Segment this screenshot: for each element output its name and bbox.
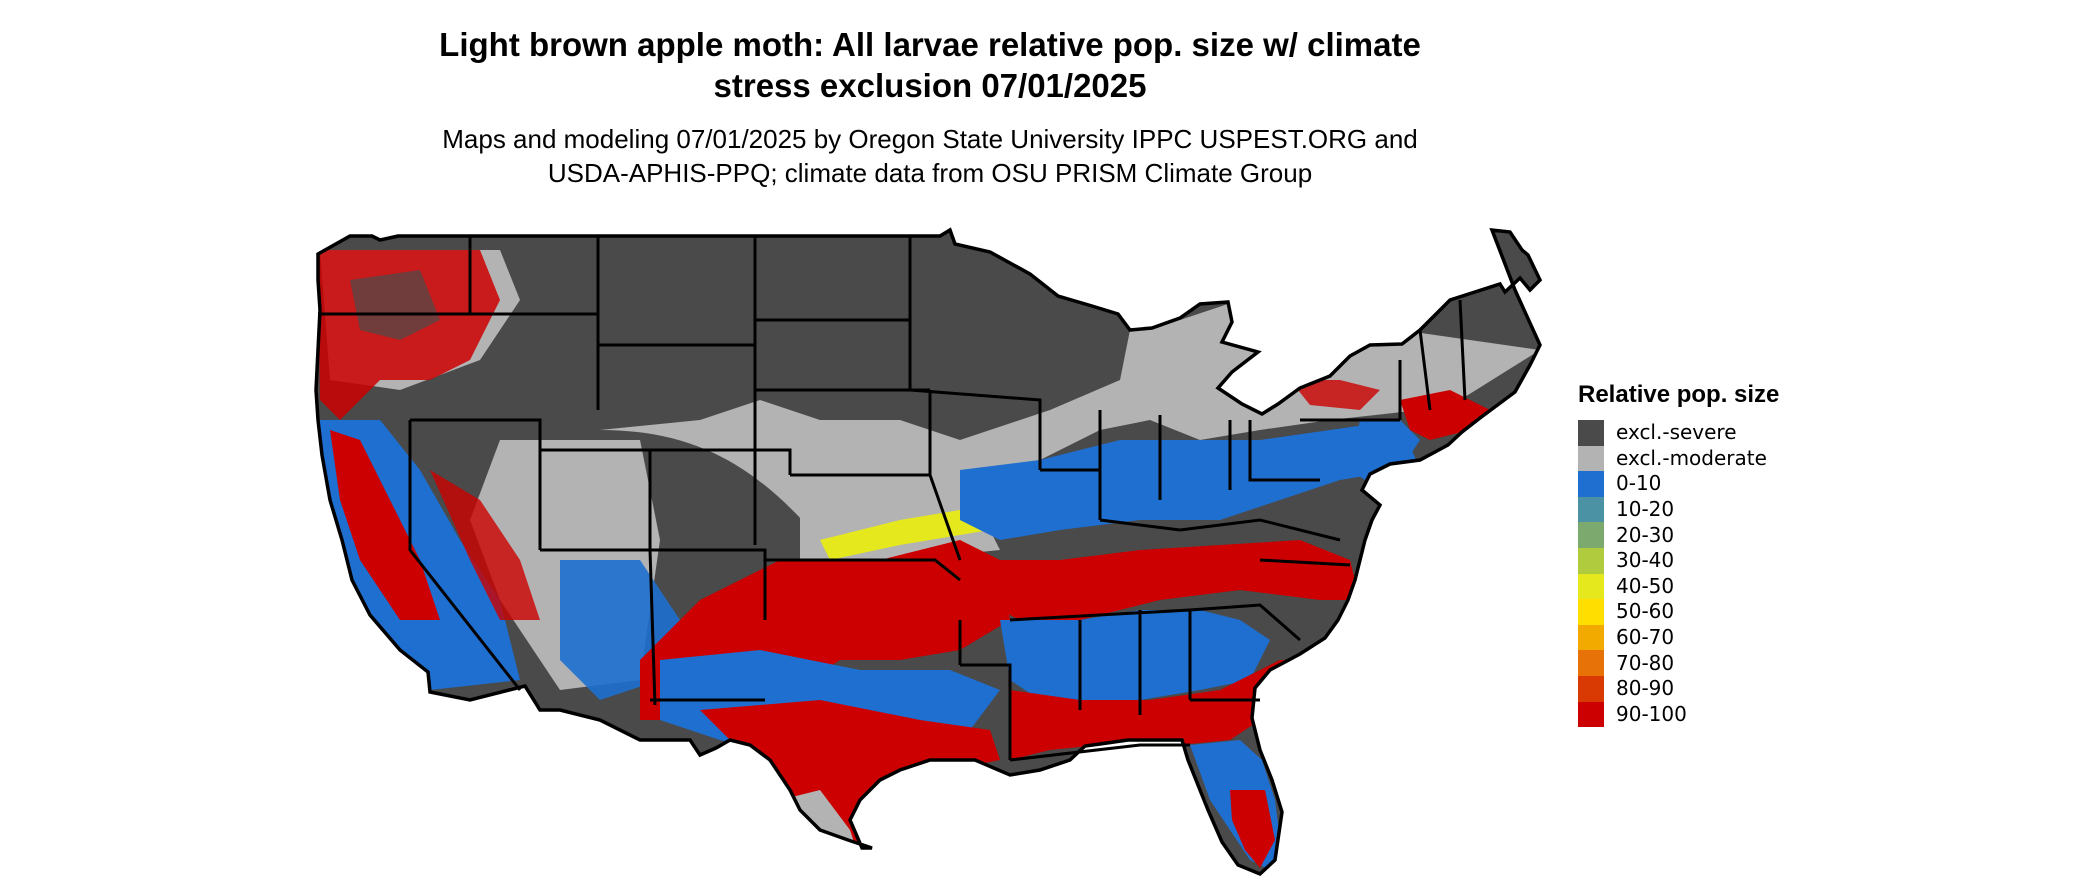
legend-swatch — [1578, 650, 1604, 676]
legend-item: 0-10 — [1578, 471, 1779, 497]
map-subtitle-line-2: USDA-APHIS-PPQ; climate data from OSU PR… — [547, 158, 1313, 188]
legend-item: 10-20 — [1578, 496, 1779, 523]
legend-item: 20-30 — [1578, 522, 1779, 548]
map-title-line-2: stress exclusion 07/01/2025 — [713, 67, 1147, 104]
legend-item: 40-50 — [1578, 573, 1779, 600]
legend-item: 50-60 — [1578, 599, 1779, 625]
legend-label: 70-80 — [1616, 650, 1675, 675]
legend-swatch — [1578, 547, 1604, 574]
legend-item: 80-90 — [1578, 675, 1779, 702]
legend-swatch — [1578, 701, 1604, 728]
legend-label: 50-60 — [1616, 599, 1675, 624]
legend-item: excl.-severe — [1578, 420, 1779, 446]
legend-items: excl.-severe excl.-moderate 0-10 10-20 20-30… — [1578, 420, 1779, 728]
legend-label: 40-50 — [1616, 573, 1675, 598]
legend-label: 0-10 — [1616, 471, 1662, 496]
legend-swatch — [1578, 624, 1604, 651]
legend-swatch — [1578, 445, 1604, 472]
map-title: Light brown apple moth: All larvae relat… — [240, 24, 1620, 106]
legend-label: 80-90 — [1616, 676, 1675, 701]
legend-label: excl.-severe — [1616, 420, 1737, 445]
legend-item: 70-80 — [1578, 650, 1779, 676]
legend-item: 90-100 — [1578, 701, 1779, 728]
map-subtitle: Maps and modeling 07/01/2025 by Oregon S… — [240, 122, 1620, 190]
map-title-line-1: Light brown apple moth: All larvae relat… — [439, 26, 1421, 63]
legend-item: 60-70 — [1578, 624, 1779, 651]
legend-item: 30-40 — [1578, 547, 1779, 574]
us-choropleth-map — [314, 228, 1542, 876]
map-subtitle-line-1: Maps and modeling 07/01/2025 by Oregon S… — [442, 124, 1418, 154]
legend-swatch — [1578, 599, 1604, 625]
legend-label: 90-100 — [1616, 701, 1687, 726]
legend-swatch — [1578, 471, 1604, 497]
legend-label: 10-20 — [1616, 497, 1675, 522]
legend-label: 60-70 — [1616, 625, 1675, 650]
legend-swatch — [1578, 420, 1604, 446]
legend-swatch — [1578, 675, 1604, 702]
legend-swatch — [1578, 573, 1604, 600]
legend-swatch — [1578, 496, 1604, 523]
legend-title: Relative pop. size — [1578, 381, 1780, 408]
legend-item: excl.-moderate — [1578, 445, 1779, 472]
legend-label: excl.-moderate — [1616, 445, 1767, 470]
legend-label: 30-40 — [1616, 548, 1675, 573]
legend-label: 20-30 — [1616, 522, 1675, 547]
map-legend: Relative pop. size excl.-severe excl.-mod… — [1578, 380, 1780, 728]
legend-swatch — [1578, 522, 1604, 548]
state-borders — [314, 228, 1542, 876]
map-fill-layer — [316, 230, 1540, 874]
